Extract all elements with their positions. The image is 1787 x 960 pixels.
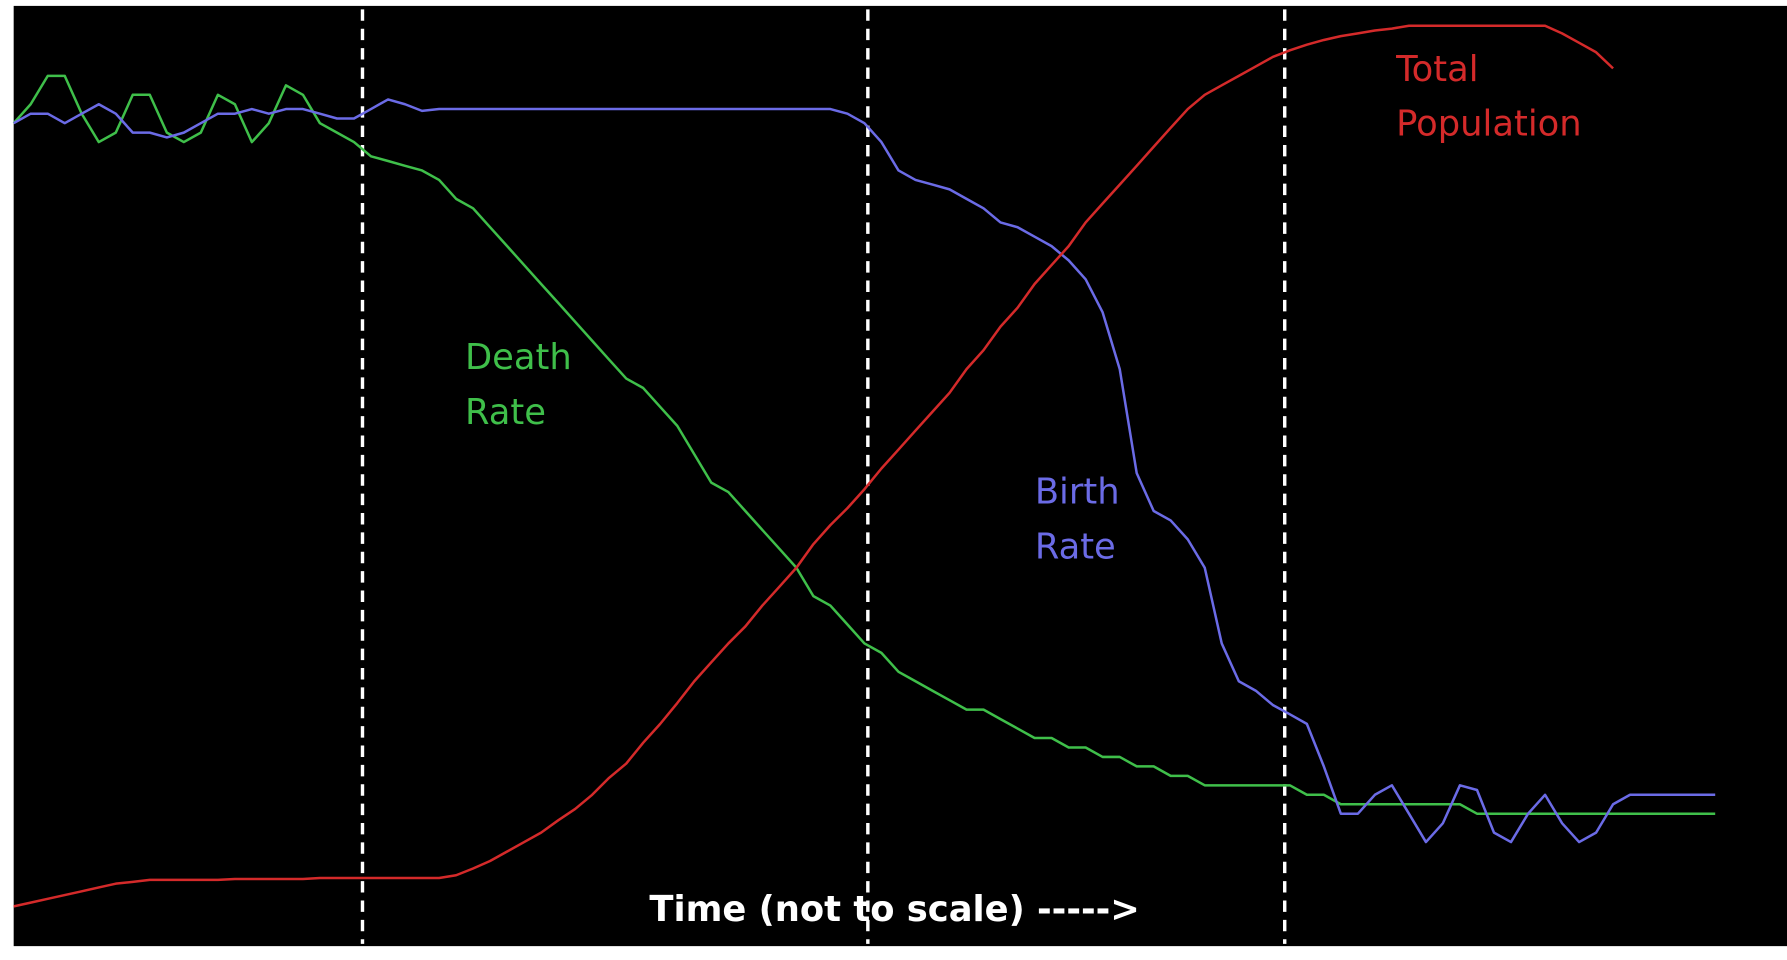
series-line (13, 98, 1716, 844)
series-label: Total Population (1395, 49, 1582, 145)
series-label: Death Rate (465, 337, 572, 433)
x-axis-label: Time (not to scale) -----> (649, 889, 1140, 930)
series-line (12, 74, 1716, 815)
series-label: Birth Rate (1035, 472, 1120, 568)
plot-background (13, 5, 1787, 947)
series-line (13, 24, 1614, 908)
